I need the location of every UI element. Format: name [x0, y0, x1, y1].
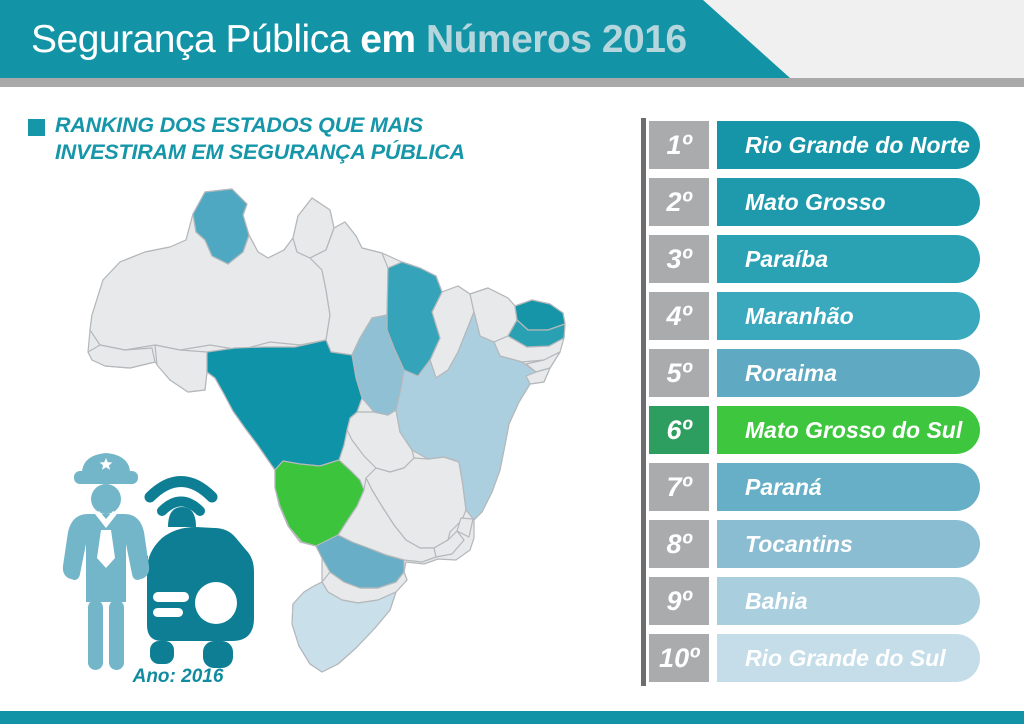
page-title-em: em [360, 18, 416, 61]
siren-dome [168, 507, 196, 527]
ranking-row-10: 10º Rio Grande do Sul [649, 634, 980, 682]
state-bar: Roraima [717, 349, 980, 397]
header-shadow-strip [0, 78, 1024, 87]
rank-badge: 5º [649, 349, 709, 397]
state-rondonia [154, 344, 208, 393]
officer-collar [95, 511, 117, 528]
state-mato-grosso-do-sul [274, 459, 365, 547]
car-body [147, 527, 254, 641]
rank-badge: 7º [649, 463, 709, 511]
cap-star [99, 458, 113, 470]
state-espirito-santo [456, 517, 474, 538]
state-mato-grosso [206, 339, 363, 471]
state-bar: Paraná [717, 463, 980, 511]
rank-badge: 8º [649, 520, 709, 568]
header-banner: Segurança Pública em Números 2016 [0, 0, 790, 78]
rank-badge: 10º [649, 634, 709, 682]
page-title: Segurança Pública em Números 2016 [31, 0, 687, 78]
page-title-regular: Segurança Pública [31, 18, 361, 61]
section-title-line2: INVESTIRAM EM SEGURANÇA PÚBLICA [55, 140, 465, 164]
rank-badge: 9º [649, 577, 709, 625]
state-roraima [192, 188, 250, 265]
state-bar: Rio Grande do Norte [717, 121, 980, 169]
ranking-row-2: 2º Mato Grosso [649, 178, 980, 226]
police-car-icon [139, 476, 254, 668]
ranking-row-8: 8º Tocantins [649, 520, 980, 568]
officer-cap-brim [74, 471, 138, 484]
state-bar: Tocantins [717, 520, 980, 568]
page-title-year: Números 2016 [415, 18, 687, 61]
state-bar: Maranhão [717, 292, 980, 340]
state-bar: Paraíba [717, 235, 980, 283]
headlight [195, 582, 237, 624]
ranking-row-6: 6º Mato Grosso do Sul [649, 406, 980, 454]
section-title-line1: RANKING DOS ESTADOS QUE MAIS [55, 113, 423, 137]
section-bullet-square [28, 119, 45, 136]
state-bar: Mato Grosso do Sul [717, 406, 980, 454]
ranking-row-1: 1º Rio Grande do Norte [649, 121, 980, 169]
ranking-left-rule [641, 118, 646, 686]
ranking-row-7: 7º Paraná [649, 463, 980, 511]
rank-badge: 1º [649, 121, 709, 169]
ranking-row-9: 9º Bahia [649, 577, 980, 625]
officer-tie [97, 530, 115, 568]
state-bar: Rio Grande do Sul [717, 634, 980, 682]
rank-badge: 3º [649, 235, 709, 283]
year-caption: Ano: 2016 [132, 666, 224, 687]
footer-bar [0, 711, 1024, 724]
state-bar: Mato Grosso [717, 178, 980, 226]
ranking-row-3: 3º Paraíba [649, 235, 980, 283]
state-parana [315, 534, 405, 589]
state-acre [87, 344, 156, 369]
rank-badge: 4º [649, 292, 709, 340]
ranking-row-5: 5º Roraima [649, 349, 980, 397]
ranking-row-4: 4º Maranhão [649, 292, 980, 340]
state-bar: Bahia [717, 577, 980, 625]
state-rio-grande-do-sul [291, 581, 397, 673]
rank-badge: 6º [649, 406, 709, 454]
section-title: RANKING DOS ESTADOS QUE MAIS INVESTIRAM … [55, 112, 465, 166]
rank-badge: 2º [649, 178, 709, 226]
state-bahia [395, 311, 537, 521]
state-paraiba [507, 319, 566, 348]
police-officer-icon [62, 453, 150, 670]
